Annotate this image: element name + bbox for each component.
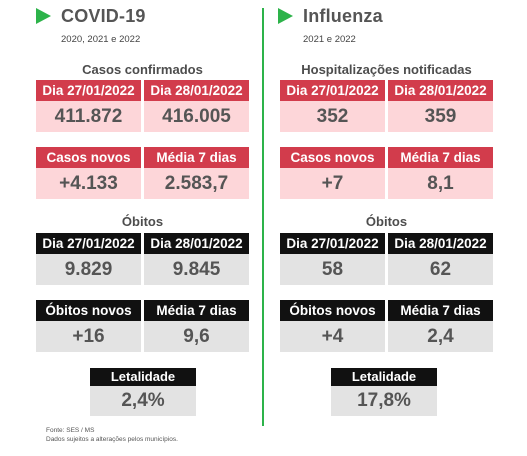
triangle-right-icon — [278, 8, 293, 24]
influenza-hosp-day1-value: 352 — [280, 101, 385, 132]
covid-deaths-day1-label: Dia 27/01/2022 — [36, 233, 141, 254]
covid-cases-row: Dia 27/01/2022 411.872 Dia 28/01/2022 41… — [36, 80, 249, 132]
influenza-deaths-day1-value: 58 — [280, 254, 385, 285]
influenza-hosp-day1-label: Dia 27/01/2022 — [280, 80, 385, 101]
influenza-deaths-day2-label: Dia 28/01/2022 — [388, 233, 493, 254]
influenza-deaths-day2: Dia 28/01/2022 62 — [388, 233, 493, 285]
influenza-hosp-day2: Dia 28/01/2022 359 — [388, 80, 493, 132]
covid-deaths-day2-value: 9.845 — [144, 254, 249, 285]
influenza-deaths-title: Óbitos — [365, 214, 408, 229]
influenza-deaths-avg-value: 2,4 — [388, 321, 493, 352]
influenza-hosp-title: Hospitalizações notificadas — [301, 62, 472, 77]
covid-deaths-avg-label: Média 7 dias — [144, 300, 249, 321]
covid-deaths-avg-value: 9,6 — [144, 321, 249, 352]
covid-deaths-day1: Dia 27/01/2022 9.829 — [36, 233, 141, 285]
covid-title: COVID-19 — [61, 5, 146, 26]
influenza-deaths-avg-label: Média 7 dias — [388, 300, 493, 321]
influenza-hosp-day2-label: Dia 28/01/2022 — [388, 80, 493, 101]
influenza-header: Influenza — [278, 6, 383, 26]
covid-cases-avg-value: 2.583,7 — [144, 168, 249, 199]
covid-new-cases-label: Casos novos — [36, 147, 141, 168]
influenza-cases-avg-label: Média 7 dias — [388, 147, 493, 168]
covid-cases-day1-value: 411.872 — [36, 101, 141, 132]
influenza-lethality-value: 17,8% — [331, 386, 437, 416]
influenza-new-cases-label: Casos novos — [280, 147, 385, 168]
influenza-deaths-day2-value: 62 — [388, 254, 493, 285]
covid-lethality-label: Letalidade — [90, 368, 196, 386]
influenza-hosp-row: Dia 27/01/2022 352 Dia 28/01/2022 359 — [280, 80, 493, 132]
panel-divider — [262, 8, 264, 426]
influenza-deaths-day1: Dia 27/01/2022 58 — [280, 233, 385, 285]
influenza-new-deaths-row: Óbitos novos +4 Média 7 dias 2,4 — [280, 300, 493, 352]
covid-new-cases-value: +4.133 — [36, 168, 141, 199]
covid-new-deaths-value: +16 — [36, 321, 141, 352]
influenza-cases-avg: Média 7 dias 8,1 — [388, 147, 493, 199]
covid-cases-day2-value: 416.005 — [144, 101, 249, 132]
influenza-new-deaths-value: +4 — [280, 321, 385, 352]
covid-cases-day1-label: Dia 27/01/2022 — [36, 80, 141, 101]
covid-deaths-day1-value: 9.829 — [36, 254, 141, 285]
influenza-deaths-row: Dia 27/01/2022 58 Dia 28/01/2022 62 — [280, 233, 493, 285]
footer-note: Dados sujeitos a alterações pelos municí… — [46, 436, 178, 443]
covid-new-deaths-row: Óbitos novos +16 Média 7 dias 9,6 — [36, 300, 249, 352]
influenza-lethality: Letalidade 17,8% — [331, 368, 437, 416]
influenza-new-deaths: Óbitos novos +4 — [280, 300, 385, 352]
influenza-cases-avg-value: 8,1 — [388, 168, 493, 199]
influenza-hosp-day1: Dia 27/01/2022 352 — [280, 80, 385, 132]
influenza-hosp-day2-value: 359 — [388, 101, 493, 132]
covid-cases-title: Casos confirmados — [82, 62, 203, 77]
covid-cases-day2: Dia 28/01/2022 416.005 — [144, 80, 249, 132]
covid-cases-avg: Média 7 dias 2.583,7 — [144, 147, 249, 199]
covid-deaths-avg: Média 7 dias 9,6 — [144, 300, 249, 352]
covid-deaths-row: Dia 27/01/2022 9.829 Dia 28/01/2022 9.84… — [36, 233, 249, 285]
covid-deaths-title: Óbitos — [121, 214, 164, 229]
footer-source: Fonte: SES / MS — [46, 427, 95, 434]
covid-new-cases-row: Casos novos +4.133 Média 7 dias 2.583,7 — [36, 147, 249, 199]
influenza-new-cases-value: +7 — [280, 168, 385, 199]
covid-cases-day1: Dia 27/01/2022 411.872 — [36, 80, 141, 132]
triangle-right-icon — [36, 8, 51, 24]
influenza-lethality-label: Letalidade — [331, 368, 437, 386]
covid-deaths-day2-label: Dia 28/01/2022 — [144, 233, 249, 254]
influenza-new-deaths-label: Óbitos novos — [280, 300, 385, 321]
influenza-deaths-day1-label: Dia 27/01/2022 — [280, 233, 385, 254]
influenza-title: Influenza — [303, 5, 383, 26]
covid-new-deaths-label: Óbitos novos — [36, 300, 141, 321]
covid-new-cases: Casos novos +4.133 — [36, 147, 141, 199]
influenza-deaths-avg: Média 7 dias 2,4 — [388, 300, 493, 352]
covid-lethality-value: 2,4% — [90, 386, 196, 416]
covid-cases-day2-label: Dia 28/01/2022 — [144, 80, 249, 101]
covid-header: COVID-19 — [36, 6, 146, 26]
covid-years: 2020, 2021 e 2022 — [61, 34, 141, 45]
influenza-years: 2021 e 2022 — [303, 34, 356, 45]
influenza-new-cases-row: Casos novos +7 Média 7 dias 8,1 — [280, 147, 493, 199]
covid-lethality: Letalidade 2,4% — [90, 368, 196, 416]
covid-new-deaths: Óbitos novos +16 — [36, 300, 141, 352]
influenza-new-cases: Casos novos +7 — [280, 147, 385, 199]
covid-cases-avg-label: Média 7 dias — [144, 147, 249, 168]
covid-deaths-day2: Dia 28/01/2022 9.845 — [144, 233, 249, 285]
